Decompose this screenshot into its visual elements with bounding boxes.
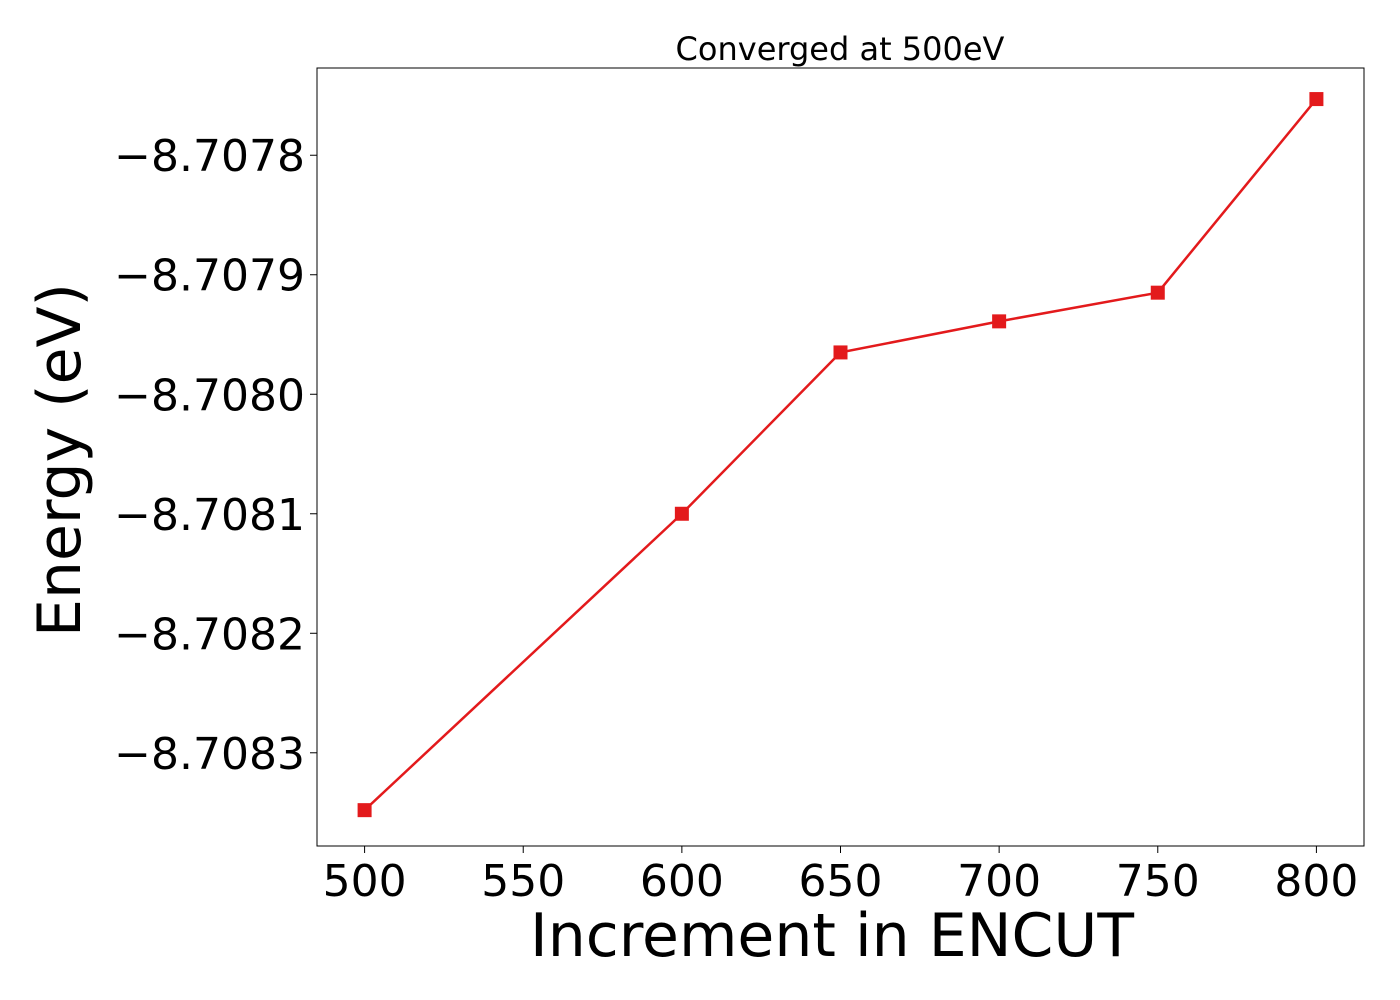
data-point-marker [1150,285,1165,300]
chart-title: Converged at 500eV [676,30,1005,68]
y-tick-label: −8.7078 [114,131,305,182]
y-axis: −8.7083 −8.7082 −8.7081 −8.7080 −8.7079 −8.70… [114,131,317,780]
y-tick-label: −8.7081 [114,490,305,541]
data-point-marker [357,803,372,818]
x-axis: 500 550 600 650 700 750 800 [323,846,1358,907]
series-layer [357,92,1324,818]
x-tick-label: 600 [640,856,724,907]
data-point-marker [674,506,689,521]
y-tick-label: −8.7083 [114,729,305,780]
y-axis-label: Energy (eV) [25,283,95,637]
plot-area-frame [316,67,1365,847]
y-tick-label: −8.7079 [114,251,305,302]
y-tick-label: −8.7082 [114,609,305,660]
y-tick-label: −8.7080 [114,370,305,421]
x-tick-label: 500 [323,856,407,907]
data-point-marker [992,314,1007,329]
x-axis-label: Increment in ENCUT [530,901,1134,971]
x-tick-label: 700 [957,856,1041,907]
x-tick-label: 800 [1274,856,1358,907]
data-point-marker [833,345,848,360]
x-tick-label: 650 [799,856,883,907]
series-line [363,98,1318,812]
x-tick-label: 550 [481,856,565,907]
x-tick-label: 750 [1116,856,1200,907]
data-point-marker [1309,92,1324,107]
